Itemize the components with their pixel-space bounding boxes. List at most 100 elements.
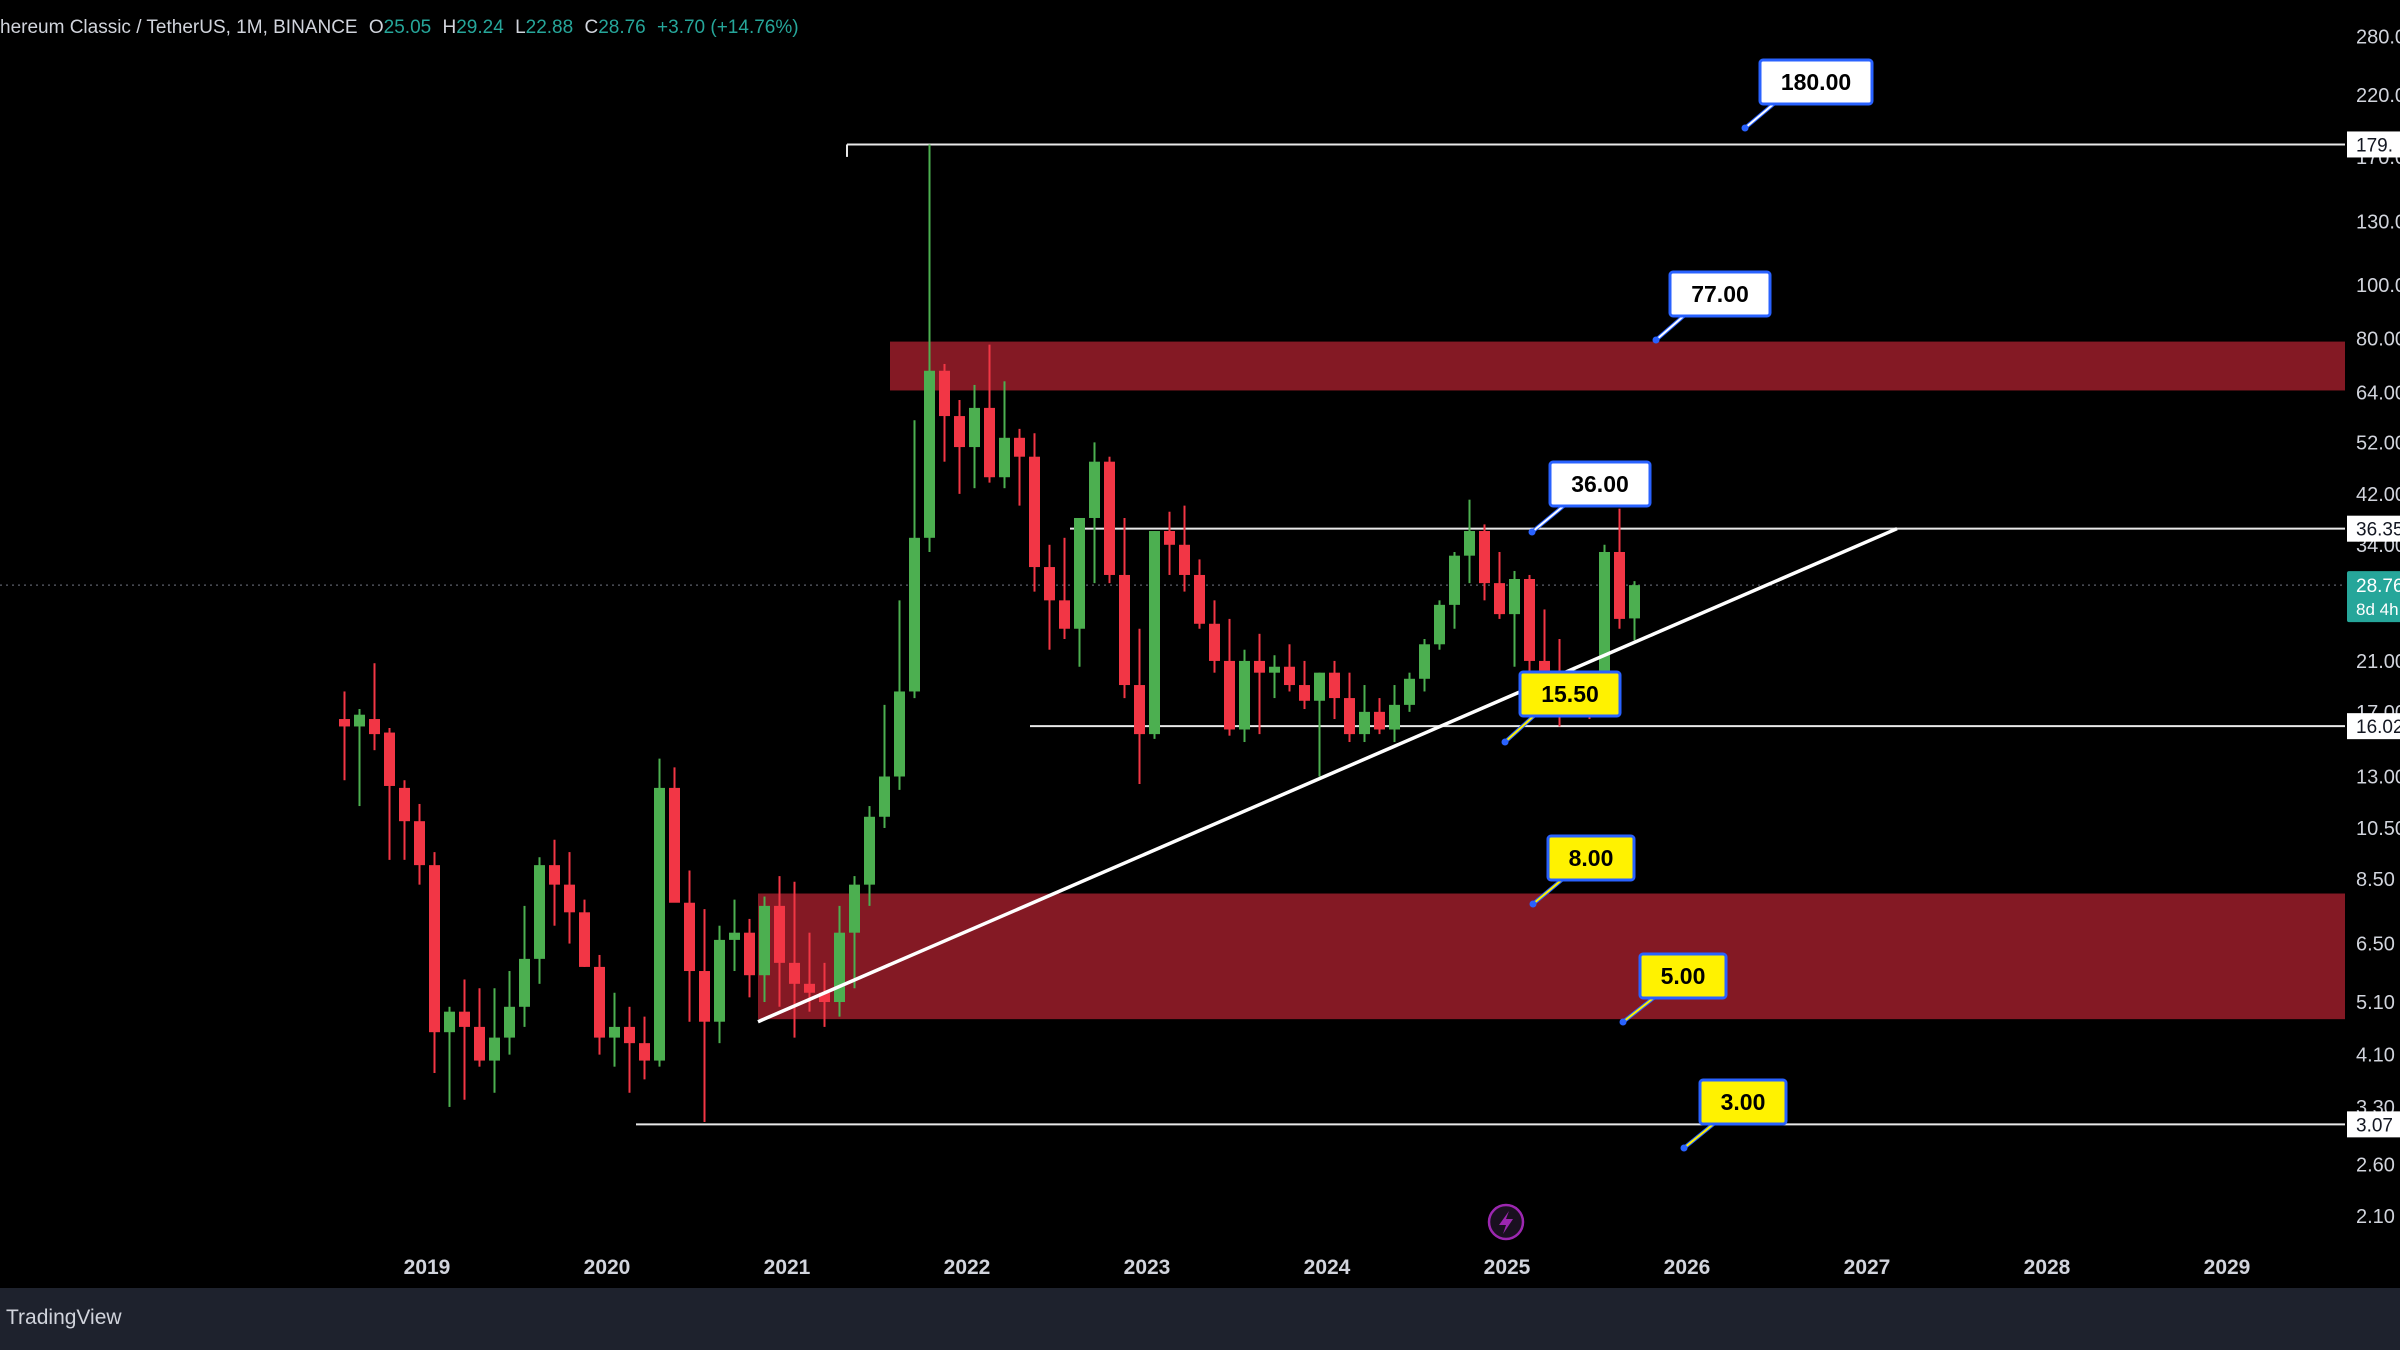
price-callout[interactable]: 77.00 — [1652, 270, 1772, 344]
candle[interactable] — [1449, 551, 1460, 629]
candle[interactable] — [729, 899, 740, 972]
candle[interactable] — [579, 899, 590, 967]
candle[interactable] — [1509, 570, 1520, 667]
candle[interactable] — [549, 839, 560, 926]
candle[interactable] — [354, 709, 365, 807]
candle[interactable] — [699, 909, 710, 1123]
candle[interactable] — [999, 381, 1010, 489]
candle[interactable] — [894, 600, 905, 790]
candle[interactable] — [1254, 633, 1265, 735]
candle[interactable] — [984, 344, 995, 483]
symbol-name[interactable]: hereum Classic / TetherUS, 1M, BINANCE — [0, 17, 358, 38]
ascending-trendline[interactable] — [757, 527, 1898, 1024]
price-callout[interactable]: 36.00 — [1528, 460, 1652, 536]
candle[interactable] — [384, 727, 395, 860]
candle[interactable] — [1389, 685, 1400, 743]
candle[interactable] — [714, 925, 725, 1044]
candle[interactable] — [1044, 544, 1055, 650]
candle[interactable] — [1434, 600, 1445, 650]
candle[interactable] — [1374, 698, 1385, 735]
candle[interactable] — [1299, 660, 1310, 710]
candle[interactable] — [759, 896, 770, 1003]
candle[interactable] — [519, 905, 530, 1027]
tradingview-brand[interactable]: TradingView — [6, 1306, 122, 1329]
candle[interactable] — [684, 870, 695, 1022]
candle[interactable] — [1164, 511, 1175, 575]
candle[interactable] — [1629, 581, 1640, 641]
candle[interactable] — [474, 988, 485, 1067]
price-callout[interactable]: 8.00 — [1529, 834, 1636, 908]
candle[interactable] — [1209, 600, 1220, 673]
candle[interactable] — [444, 1006, 455, 1107]
current-price-tag[interactable] — [2347, 571, 2400, 623]
candle[interactable] — [624, 1006, 635, 1093]
candle[interactable] — [879, 704, 890, 828]
candle[interactable] — [1269, 655, 1280, 699]
supply-demand-zone[interactable] — [890, 341, 2345, 391]
candle[interactable] — [1224, 618, 1235, 736]
candle[interactable] — [1239, 649, 1250, 743]
candle[interactable] — [1134, 628, 1145, 785]
lightning-icon[interactable] — [1487, 1203, 1525, 1241]
price-chart[interactable]: 180.00 77.00 36.00 15.50 8.00 5.00 3.00 280.00… — [0, 0, 2400, 1288]
candle[interactable] — [1329, 660, 1340, 720]
candle[interactable] — [969, 384, 980, 489]
candle[interactable] — [939, 363, 950, 462]
candle[interactable] — [819, 962, 830, 1027]
candle[interactable] — [1119, 517, 1130, 699]
candle[interactable] — [1089, 442, 1100, 584]
price-callout[interactable]: 15.50 — [1501, 670, 1622, 746]
price-callout[interactable]: 180.00 — [1741, 58, 1874, 132]
candle[interactable] — [1464, 499, 1475, 584]
candle[interactable] — [669, 767, 680, 903]
candle[interactable] — [594, 954, 605, 1055]
candle[interactable] — [489, 988, 500, 1093]
candle[interactable] — [1614, 508, 1625, 629]
price-scale[interactable]: 280.00220.00170.00130.00100.0080.0064.00… — [2345, 0, 2400, 1288]
current-price-text: 28.76 — [2356, 576, 2400, 597]
candle[interactable] — [954, 399, 965, 494]
candle[interactable] — [399, 780, 410, 860]
price-callout[interactable]: 3.00 — [1680, 1078, 1788, 1152]
candle[interactable] — [924, 144, 935, 552]
candle[interactable] — [609, 992, 620, 1067]
candle[interactable] — [429, 852, 440, 1073]
candle[interactable] — [1059, 537, 1070, 639]
candle[interactable] — [534, 857, 545, 984]
candle[interactable] — [774, 876, 785, 1007]
candle[interactable] — [1284, 644, 1295, 692]
candle[interactable] — [1419, 638, 1430, 692]
candle[interactable] — [1524, 574, 1535, 673]
candle[interactable] — [1014, 428, 1025, 506]
candle[interactable] — [1494, 551, 1505, 619]
candle[interactable] — [1359, 685, 1370, 743]
candle[interactable] — [1149, 531, 1160, 739]
candle[interactable] — [1194, 559, 1205, 629]
candle[interactable] — [1074, 517, 1085, 667]
candle[interactable] — [744, 918, 755, 998]
candle[interactable] — [1344, 672, 1355, 743]
candle[interactable] — [849, 876, 860, 989]
candle[interactable] — [789, 881, 800, 1038]
candle[interactable] — [1179, 505, 1190, 592]
time-axis[interactable]: 2019 2020 2021 2022 2023 2024 2025 2026 2027 2028… — [404, 1256, 2251, 1279]
candle[interactable] — [1029, 433, 1040, 592]
candle[interactable] — [414, 803, 425, 885]
level-price-tag-text: 36.35 — [2356, 520, 2400, 541]
candle[interactable] — [564, 852, 575, 944]
candle[interactable] — [654, 758, 665, 1067]
candle[interactable] — [909, 420, 920, 699]
price-callout[interactable]: 5.00 — [1619, 952, 1728, 1026]
candle[interactable] — [504, 971, 515, 1055]
candle[interactable] — [1404, 672, 1415, 712]
candle[interactable] — [369, 663, 380, 751]
candle[interactable] — [1104, 456, 1115, 584]
candle[interactable] — [834, 905, 845, 1017]
supply-demand-zone[interactable] — [758, 893, 2345, 1020]
candle[interactable] — [339, 691, 350, 781]
candle[interactable] — [459, 979, 470, 1100]
candle[interactable] — [639, 1016, 650, 1080]
candle[interactable] — [1314, 672, 1325, 777]
candle[interactable] — [1479, 524, 1490, 601]
candle[interactable] — [864, 806, 875, 906]
